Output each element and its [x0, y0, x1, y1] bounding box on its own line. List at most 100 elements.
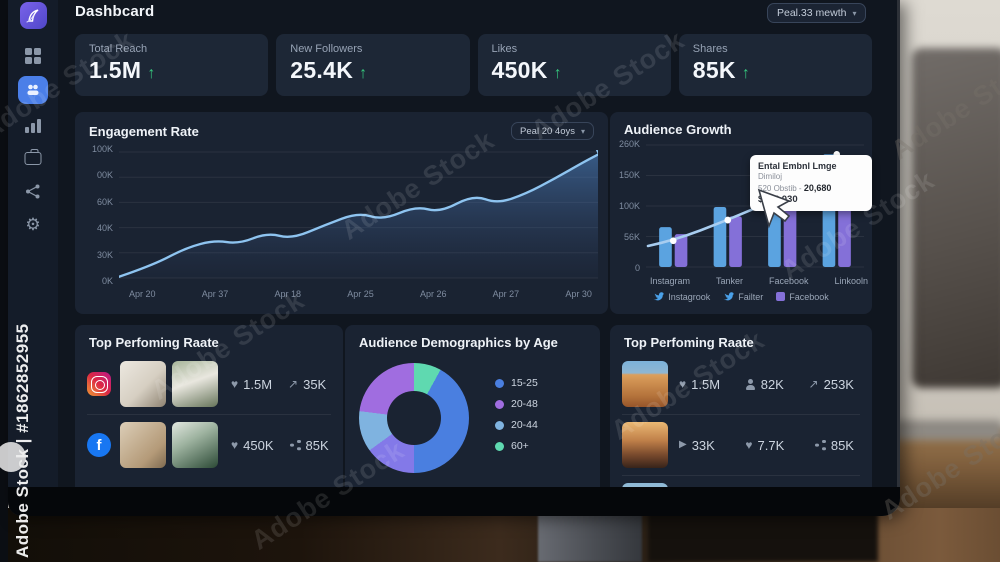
growth-categories: Instagram Tanker Facebook Linkooln — [610, 273, 872, 286]
stat-card-shares: Shares 85K ↑ — [678, 34, 872, 96]
share-network-icon[interactable] — [26, 184, 41, 204]
mouse-cursor — [757, 188, 790, 229]
stat-label: Likes — [491, 43, 518, 55]
y-tick: 30K — [96, 249, 113, 260]
stat-card-new-followers: New Followers 25.4K ↑ — [276, 34, 470, 96]
page-title: Dashbcard — [75, 3, 155, 20]
y-tick: 100K — [618, 201, 640, 211]
engagement-period-dropdown[interactable]: Peal 20 4oys ▾ — [511, 122, 594, 140]
engagement-period-value: Peal 20 4oys — [520, 125, 575, 137]
legend-item: 60+ — [495, 440, 538, 452]
panel-title: Top Perfoming Raate — [624, 335, 754, 350]
y-tick: 40K — [96, 223, 113, 234]
y-tick: 150K — [618, 170, 640, 180]
stat-value: 450K — [491, 57, 548, 83]
briefcase-icon[interactable] — [24, 149, 42, 165]
legend-dot — [495, 378, 504, 388]
legend-label: 20-48 — [511, 398, 538, 410]
stat-value: 1.5M — [89, 57, 142, 83]
post-row: ▶ 33K ♥ 7.7K 85K — [610, 415, 872, 475]
stat-value: 450K — [243, 437, 274, 453]
share-arrow-icon: ↗ — [808, 377, 819, 391]
category-label: Facebook — [768, 276, 809, 286]
age-donut-chart — [359, 363, 469, 473]
category-label: Tanker — [715, 276, 743, 286]
app-logo[interactable] — [20, 2, 47, 29]
top-posts-panel-left: Top Perfoming Raate ♥ 1.5M ↗ 35K f — [75, 325, 343, 497]
stat-label: New Followers — [290, 43, 363, 55]
y-tick: 00K — [96, 170, 113, 181]
period-dropdown-value: Peal.33 mewth — [777, 7, 847, 19]
y-tick: 0 — [634, 263, 640, 273]
analytics-bars-icon[interactable] — [25, 118, 41, 133]
category-label: Instagram — [650, 276, 691, 286]
divider — [622, 414, 860, 415]
square-icon — [776, 292, 786, 301]
tooltip-subtitle: Dimiloj — [758, 172, 782, 181]
legend-item[interactable]: Failter — [723, 291, 763, 302]
category-label: Linkooln — [834, 276, 868, 286]
post-thumbnail — [622, 361, 668, 407]
monitor-stand — [538, 508, 642, 562]
stat-value: 33K — [691, 437, 715, 453]
chevron-down-icon: ▾ — [580, 126, 585, 136]
legend-item: 20-44 — [495, 419, 538, 431]
bird-icon — [723, 292, 735, 301]
post-row: ♥ 1.5M ↗ 35K — [75, 354, 343, 414]
background-desk-item — [893, 420, 1000, 440]
engagement-x-axis: Apr 20 Apr 37 Apr 18 Apr 25 Apr 26 Apr 2… — [75, 286, 608, 299]
demographics-legend: 15-25 20-48 20-44 60+ — [495, 377, 538, 452]
stat-value: 85K — [305, 437, 329, 453]
y-tick: 100K — [91, 144, 113, 154]
stat-value: 7.7K — [757, 437, 785, 453]
growth-legend: Instagrook Failter Facebook — [610, 291, 872, 302]
stat-value: 35K — [303, 376, 327, 392]
legend-label: Failter — [738, 291, 764, 302]
feather-icon — [26, 9, 39, 23]
settings-gear-icon[interactable]: ⚙ — [25, 215, 41, 234]
share-nodes-icon — [290, 439, 301, 451]
audience-users-icon[interactable] — [18, 76, 48, 104]
y-tick: 0K — [101, 275, 113, 286]
post-thumbnail — [120, 422, 166, 468]
divider — [622, 475, 860, 476]
tooltip-title: Ental Embnl Lmge — [758, 161, 837, 171]
chevron-down-icon: ▾ — [852, 8, 857, 18]
heart-icon: ♥ — [231, 438, 239, 452]
background-desk — [890, 428, 1000, 518]
panel-title: Audience Demographics by Age — [359, 335, 558, 350]
instagram-icon — [87, 372, 111, 396]
period-dropdown[interactable]: Peal.33 mewth ▾ — [767, 3, 867, 23]
y-tick: 60K — [96, 196, 113, 207]
engagement-rate-panel: Engagement Rate Peal 20 4oys ▾ 100K 00K … — [75, 112, 608, 314]
legend-dot — [495, 420, 504, 430]
legend-item[interactable]: Instagrook — [653, 291, 710, 302]
stat-label: Total Reach — [89, 43, 148, 55]
legend-label: 60+ — [511, 440, 529, 452]
share-nodes-icon — [815, 439, 826, 451]
stat-value: 1.5M — [691, 376, 721, 392]
y-tick: 260K — [618, 139, 640, 149]
y-tick: 56K — [623, 232, 640, 242]
heart-icon: ♥ — [745, 438, 753, 452]
left-edge-strip — [0, 0, 8, 562]
legend-dot — [495, 399, 504, 409]
legend-label: 20-44 — [511, 419, 538, 431]
stat-card-total-reach: Total Reach 1.5M ↑ — [75, 34, 269, 96]
facebook-icon: f — [87, 433, 111, 457]
x-tick: Apr 27 — [492, 289, 520, 299]
demographics-panel: Audience Demographics by Age 15-25 20-48… — [345, 325, 600, 497]
legend-label: 15-25 — [511, 377, 538, 389]
legend-item[interactable]: Facebook — [776, 291, 829, 302]
stat-value: 85K — [692, 57, 736, 83]
heart-icon: ♥ — [231, 377, 239, 391]
x-tick: Apr 26 — [419, 289, 447, 299]
x-tick: Apr 25 — [347, 289, 374, 299]
dashboard-grid-icon[interactable] — [25, 48, 41, 64]
share-arrow-icon: ↗ — [288, 377, 299, 391]
post-thumbnail — [172, 422, 218, 468]
person-icon — [745, 378, 756, 390]
x-tick: Apr 20 — [129, 289, 156, 299]
stat-value: 253K — [823, 376, 854, 392]
panel-title: Engagement Rate — [89, 123, 199, 139]
